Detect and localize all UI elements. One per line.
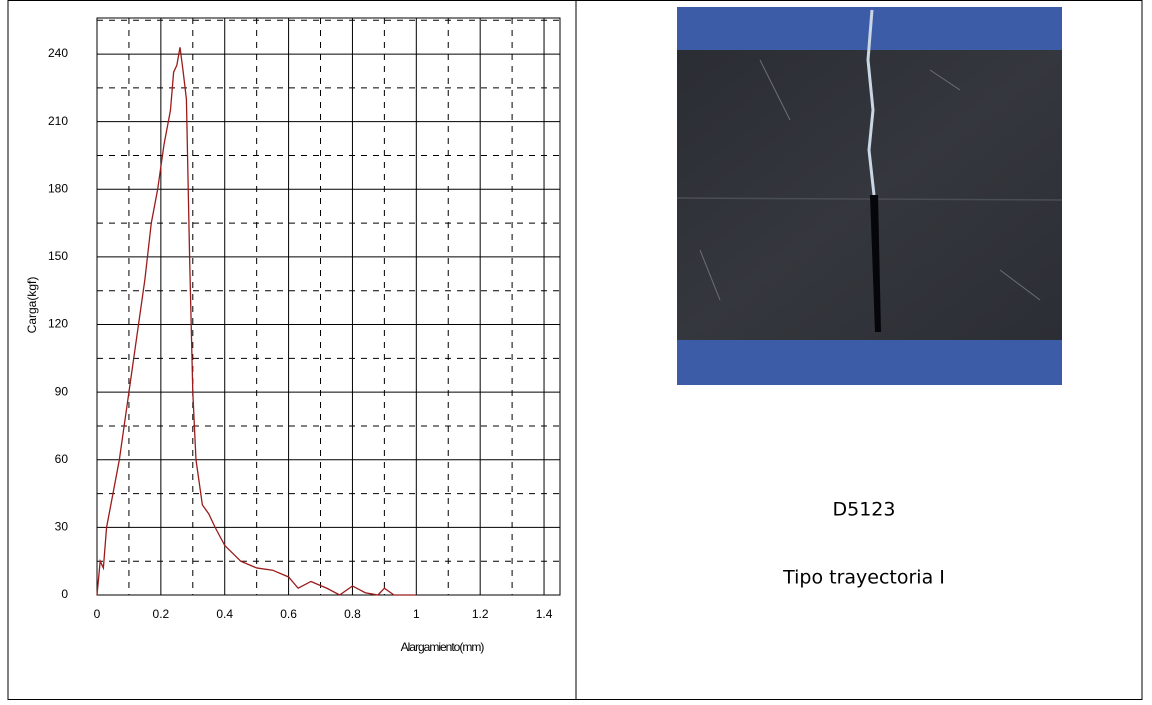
x-tick-label: 0.4 (216, 607, 233, 621)
y-tick-label: 30 (55, 520, 69, 534)
steel-plate (677, 50, 1062, 340)
crack (866, 9, 876, 196)
y-axis-title: Carga(kgf) (25, 277, 39, 334)
data-line (96, 47, 417, 596)
y-tick-label: 240 (48, 46, 68, 60)
y-tick-label: 60 (55, 452, 69, 466)
notch (870, 195, 881, 332)
x-axis-title: Alargamiento(mm) (401, 640, 485, 654)
y-tick-label: 150 (48, 249, 68, 263)
sample-code: D5123 (833, 499, 896, 521)
x-tick-label: 0.2 (153, 607, 170, 621)
y-tick-label: 180 (48, 181, 68, 195)
x-tick-label: 0.8 (344, 607, 361, 621)
y-tick-label: 90 (55, 384, 69, 398)
x-tick-label: 1.4 (536, 607, 553, 621)
photo (676, 7, 1063, 385)
x-tick-label: 0.6 (280, 607, 297, 621)
plate-edge (676, 197, 1063, 201)
y-tick-label: 120 (48, 317, 68, 331)
x-tick-label: 0 (94, 607, 101, 621)
trajectory-type: Tipo trayectoria I (782, 567, 945, 589)
plot-frame (96, 17, 561, 596)
y-tick-label: 210 (48, 114, 68, 128)
y-tick-label: 0 (61, 587, 68, 601)
scratches (699, 59, 1041, 301)
x-tick-label: 1.2 (472, 607, 489, 621)
x-tick-label: 1 (413, 607, 420, 621)
